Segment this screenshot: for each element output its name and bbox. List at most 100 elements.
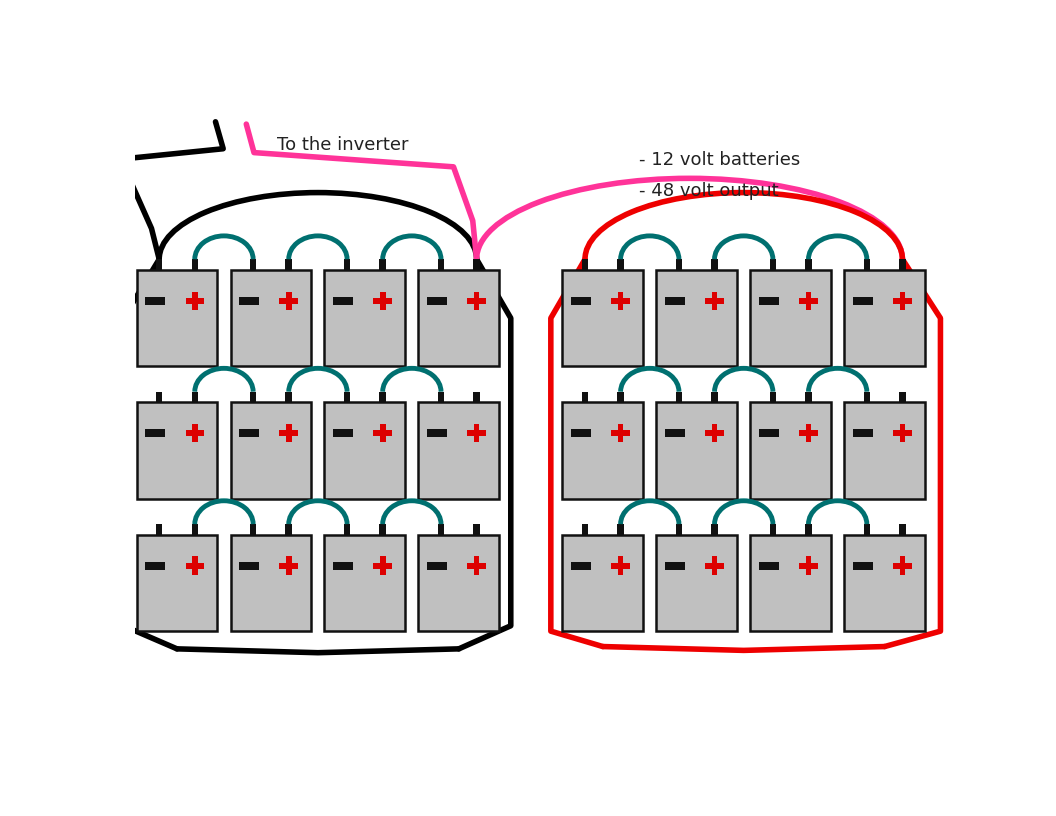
FancyBboxPatch shape	[474, 557, 479, 575]
FancyBboxPatch shape	[611, 298, 629, 304]
FancyBboxPatch shape	[899, 259, 906, 270]
FancyBboxPatch shape	[191, 392, 199, 402]
FancyBboxPatch shape	[900, 557, 905, 575]
FancyBboxPatch shape	[750, 402, 831, 499]
FancyBboxPatch shape	[676, 392, 682, 402]
FancyBboxPatch shape	[582, 524, 588, 535]
FancyBboxPatch shape	[374, 298, 392, 304]
FancyBboxPatch shape	[192, 291, 197, 310]
FancyBboxPatch shape	[145, 297, 165, 304]
FancyBboxPatch shape	[618, 392, 624, 402]
FancyBboxPatch shape	[473, 259, 479, 270]
FancyBboxPatch shape	[618, 557, 623, 575]
FancyBboxPatch shape	[770, 259, 776, 270]
FancyBboxPatch shape	[344, 392, 351, 402]
FancyBboxPatch shape	[844, 535, 925, 631]
FancyBboxPatch shape	[239, 429, 259, 437]
FancyBboxPatch shape	[379, 259, 385, 270]
FancyBboxPatch shape	[324, 535, 406, 631]
FancyBboxPatch shape	[136, 402, 218, 499]
FancyBboxPatch shape	[864, 259, 870, 270]
FancyBboxPatch shape	[285, 524, 293, 535]
FancyBboxPatch shape	[853, 429, 873, 437]
FancyBboxPatch shape	[705, 430, 723, 436]
FancyBboxPatch shape	[280, 430, 298, 436]
FancyBboxPatch shape	[805, 392, 812, 402]
FancyBboxPatch shape	[864, 524, 870, 535]
FancyBboxPatch shape	[230, 535, 312, 631]
FancyBboxPatch shape	[657, 535, 737, 631]
FancyBboxPatch shape	[853, 297, 873, 304]
FancyBboxPatch shape	[344, 524, 351, 535]
FancyBboxPatch shape	[805, 259, 812, 270]
FancyBboxPatch shape	[750, 535, 831, 631]
FancyBboxPatch shape	[563, 402, 643, 499]
FancyBboxPatch shape	[712, 259, 718, 270]
FancyBboxPatch shape	[618, 424, 623, 442]
FancyBboxPatch shape	[145, 429, 165, 437]
FancyBboxPatch shape	[285, 392, 293, 402]
FancyBboxPatch shape	[333, 429, 353, 437]
FancyBboxPatch shape	[286, 291, 291, 310]
FancyBboxPatch shape	[239, 562, 259, 570]
FancyBboxPatch shape	[844, 270, 925, 366]
FancyBboxPatch shape	[324, 270, 406, 366]
FancyBboxPatch shape	[427, 562, 447, 570]
Text: To the inverter: To the inverter	[277, 136, 409, 154]
FancyBboxPatch shape	[239, 297, 259, 304]
FancyBboxPatch shape	[379, 392, 385, 402]
FancyBboxPatch shape	[893, 563, 911, 569]
FancyBboxPatch shape	[230, 270, 312, 366]
FancyBboxPatch shape	[899, 392, 906, 402]
FancyBboxPatch shape	[280, 298, 298, 304]
FancyBboxPatch shape	[438, 524, 445, 535]
FancyBboxPatch shape	[250, 392, 257, 402]
FancyBboxPatch shape	[286, 557, 291, 575]
FancyBboxPatch shape	[427, 297, 447, 304]
Text: - 48 volt output: - 48 volt output	[639, 182, 778, 200]
FancyBboxPatch shape	[806, 424, 811, 442]
FancyBboxPatch shape	[618, 524, 624, 535]
FancyBboxPatch shape	[156, 259, 163, 270]
FancyBboxPatch shape	[380, 557, 385, 575]
FancyBboxPatch shape	[611, 563, 629, 569]
FancyBboxPatch shape	[191, 524, 199, 535]
FancyBboxPatch shape	[156, 524, 163, 535]
FancyBboxPatch shape	[230, 402, 312, 499]
FancyBboxPatch shape	[468, 298, 486, 304]
FancyBboxPatch shape	[324, 402, 406, 499]
FancyBboxPatch shape	[191, 259, 199, 270]
FancyBboxPatch shape	[474, 424, 479, 442]
FancyBboxPatch shape	[285, 259, 293, 270]
FancyBboxPatch shape	[770, 392, 776, 402]
FancyBboxPatch shape	[759, 562, 779, 570]
FancyBboxPatch shape	[853, 562, 873, 570]
FancyBboxPatch shape	[900, 424, 905, 442]
FancyBboxPatch shape	[136, 270, 218, 366]
FancyBboxPatch shape	[893, 298, 911, 304]
FancyBboxPatch shape	[474, 291, 479, 310]
FancyBboxPatch shape	[864, 392, 870, 402]
FancyBboxPatch shape	[712, 392, 718, 402]
FancyBboxPatch shape	[250, 524, 257, 535]
FancyBboxPatch shape	[712, 524, 718, 535]
FancyBboxPatch shape	[618, 291, 623, 310]
FancyBboxPatch shape	[473, 524, 479, 535]
FancyBboxPatch shape	[665, 429, 685, 437]
FancyBboxPatch shape	[418, 402, 499, 499]
FancyBboxPatch shape	[379, 524, 385, 535]
FancyBboxPatch shape	[618, 259, 624, 270]
FancyBboxPatch shape	[657, 402, 737, 499]
FancyBboxPatch shape	[156, 392, 163, 402]
FancyBboxPatch shape	[563, 535, 643, 631]
FancyBboxPatch shape	[806, 557, 811, 575]
FancyBboxPatch shape	[333, 297, 353, 304]
FancyBboxPatch shape	[759, 297, 779, 304]
FancyBboxPatch shape	[750, 270, 831, 366]
FancyBboxPatch shape	[705, 563, 723, 569]
FancyBboxPatch shape	[380, 424, 385, 442]
FancyBboxPatch shape	[186, 563, 204, 569]
FancyBboxPatch shape	[712, 424, 717, 442]
FancyBboxPatch shape	[900, 291, 905, 310]
FancyBboxPatch shape	[582, 392, 588, 402]
